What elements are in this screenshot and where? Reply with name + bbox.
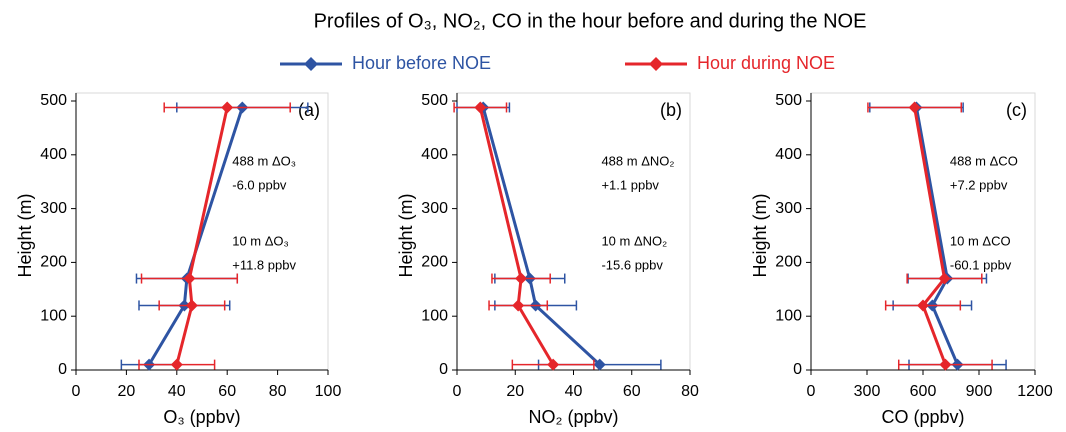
annotation: +7.2 ppbv xyxy=(950,177,1008,192)
legend-marker xyxy=(304,57,318,71)
legend-label: Hour during NOE xyxy=(697,53,835,73)
y-tick-label: 200 xyxy=(421,254,448,271)
x-axis-label: CO (ppbv) xyxy=(881,407,964,427)
x-tick-label: 100 xyxy=(315,383,342,400)
x-axis-label: NO₂ (ppbv) xyxy=(528,407,618,427)
panel-label: (c) xyxy=(1006,100,1027,120)
y-tick-label: 400 xyxy=(775,146,802,163)
y-tick-label: 200 xyxy=(40,254,67,271)
y-axis-label: Height (m) xyxy=(396,193,416,277)
point xyxy=(221,101,234,114)
y-tick-label: 300 xyxy=(40,200,67,217)
point xyxy=(170,358,183,371)
annotation: -15.6 ppbv xyxy=(601,257,663,272)
point xyxy=(515,272,528,285)
annotation: 488 m ΔCO xyxy=(950,153,1018,168)
series-line xyxy=(175,107,229,365)
legend-marker xyxy=(649,57,663,71)
annotation: 10 m ΔCO xyxy=(950,233,1011,248)
point xyxy=(474,101,487,114)
y-axis-label: Height (m) xyxy=(750,193,770,277)
point xyxy=(547,358,560,371)
annotation: 488 m ΔNO₂ xyxy=(601,153,674,168)
x-tick-label: 40 xyxy=(565,383,583,400)
y-tick-label: 100 xyxy=(40,307,67,324)
y-tick-label: 100 xyxy=(775,307,802,324)
annotation: 10 m ΔNO₂ xyxy=(601,233,667,248)
x-tick-label: 0 xyxy=(72,383,81,400)
point xyxy=(908,101,921,114)
panel-label: (a) xyxy=(298,100,320,120)
x-tick-label: 60 xyxy=(623,383,641,400)
x-tick-label: 60 xyxy=(218,383,236,400)
panel-label: (b) xyxy=(660,100,682,120)
y-tick-label: 500 xyxy=(421,92,448,109)
plot-frame xyxy=(810,92,1036,371)
point xyxy=(593,358,606,371)
series-line xyxy=(147,106,244,366)
point xyxy=(183,272,196,285)
x-tick-label: 80 xyxy=(269,383,287,400)
x-tick-label: 20 xyxy=(118,383,136,400)
x-axis-label: O₃ (ppbv) xyxy=(163,407,240,427)
y-tick-label: 400 xyxy=(40,146,67,163)
x-tick-label: 20 xyxy=(506,383,524,400)
x-tick-label: 900 xyxy=(966,383,993,400)
chart-title: Profiles of O₃, NO₂, CO in the hour befo… xyxy=(314,10,867,32)
y-tick-label: 200 xyxy=(775,254,802,271)
point xyxy=(939,358,952,371)
y-tick-label: 300 xyxy=(775,200,802,217)
point xyxy=(938,272,951,285)
series-line xyxy=(914,107,959,366)
series-line xyxy=(913,107,947,366)
annotation: +1.1 ppbv xyxy=(601,177,659,192)
x-tick-label: 600 xyxy=(910,383,937,400)
y-tick-label: 500 xyxy=(775,92,802,109)
x-tick-label: 1200 xyxy=(1017,383,1053,400)
legend-label: Hour before NOE xyxy=(352,53,491,73)
x-tick-label: 0 xyxy=(453,383,462,400)
x-tick-label: 0 xyxy=(807,383,816,400)
x-tick-label: 40 xyxy=(168,383,186,400)
x-tick-label: 300 xyxy=(854,383,881,400)
series-line xyxy=(478,107,555,366)
y-axis-label: Height (m) xyxy=(15,193,35,277)
y-tick-label: 0 xyxy=(439,361,448,378)
series-line xyxy=(481,107,601,366)
annotation: -6.0 ppbv xyxy=(232,177,287,192)
y-tick-label: 0 xyxy=(793,361,802,378)
y-tick-label: 400 xyxy=(421,146,448,163)
y-tick-label: 100 xyxy=(421,307,448,324)
y-tick-label: 300 xyxy=(421,200,448,217)
annotation: -60.1 ppbv xyxy=(950,257,1012,272)
annotation: +11.8 ppbv xyxy=(232,257,296,272)
annotation: 488 m ΔO₃ xyxy=(232,153,296,168)
x-tick-label: 80 xyxy=(681,383,699,400)
y-tick-label: 0 xyxy=(58,361,67,378)
point xyxy=(917,299,929,312)
point xyxy=(512,299,525,312)
y-tick-label: 500 xyxy=(40,92,67,109)
annotation: 10 m ΔO₃ xyxy=(232,233,289,248)
point xyxy=(185,299,198,312)
